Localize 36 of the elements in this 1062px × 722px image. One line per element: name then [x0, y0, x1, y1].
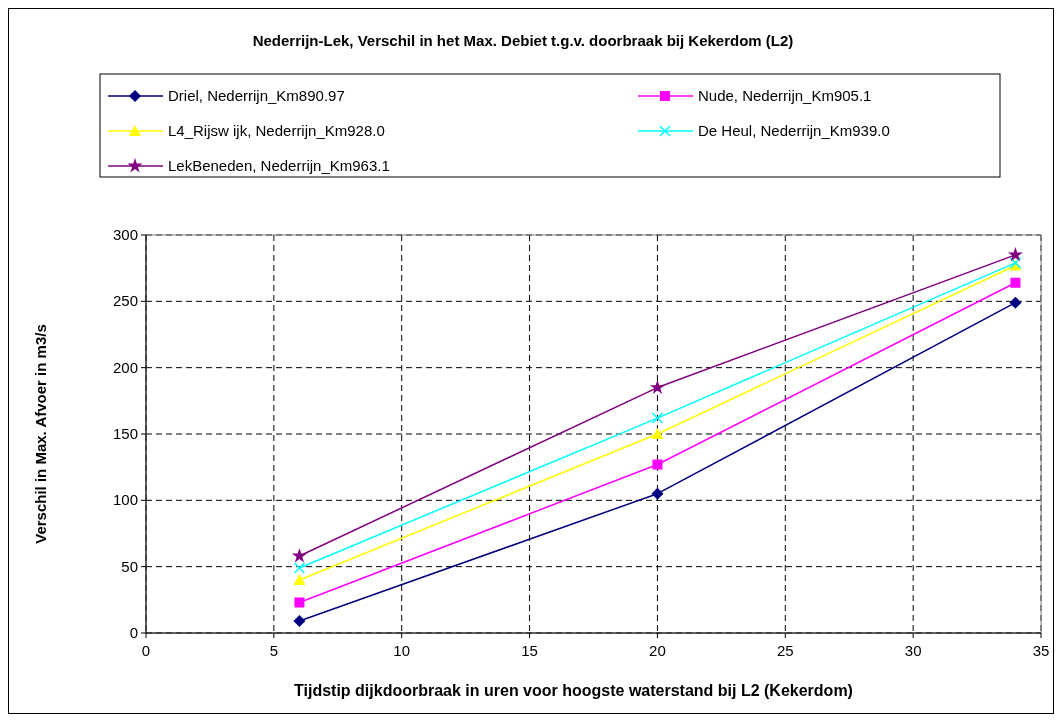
point — [652, 459, 663, 470]
y-axis-title: Verschil in Max. Afvoer in m3/s — [32, 324, 49, 544]
legend-label: LekBeneden, Nederrijn_Km963.1 — [168, 157, 390, 174]
point — [1009, 296, 1022, 309]
point — [293, 615, 306, 628]
x-tick-label: 15 — [521, 642, 538, 659]
x-axis-title: Tijdstip dijkdoorbraak in uren voor hoogste waterstand bij L2 (Kekerdom) — [294, 682, 853, 699]
point — [294, 597, 305, 608]
legend-label: Driel, Nederrijn_Km890.97 — [168, 87, 345, 104]
y-tick-label: 300 — [112, 226, 138, 243]
x-tick-label: 5 — [269, 642, 279, 659]
point — [651, 412, 664, 424]
x-tick-label: 25 — [776, 642, 794, 659]
point — [1010, 277, 1021, 288]
x-tick-label: 10 — [393, 642, 411, 659]
point — [293, 562, 306, 574]
point — [1007, 247, 1023, 262]
y-tick-label: 250 — [112, 292, 138, 310]
y-tick-label: 100 — [112, 491, 138, 509]
x-tick-label: 35 — [1032, 642, 1050, 659]
y-tick-label: 0 — [129, 624, 138, 641]
point — [651, 428, 664, 439]
point — [649, 379, 665, 394]
y-tick-label: 200 — [112, 358, 138, 376]
point — [291, 548, 307, 563]
legend-label: De Heul, Nederrijn_Km939.0 — [698, 122, 890, 139]
y-tick-label: 150 — [112, 425, 138, 442]
legend-label: L4_Rijsw ijk, Nederrijn_Km928.0 — [168, 122, 385, 139]
y-tick-label: 50 — [121, 557, 138, 575]
point — [651, 487, 664, 500]
chart-title: Nederrijn-Lek, Verschil in het Max. Debiet t.g.v. doorbraak bij Kekerdom (L2) — [252, 32, 794, 49]
x-tick-label: 0 — [141, 642, 151, 659]
x-tick-label: 20 — [649, 642, 666, 659]
x-tick-label: 30 — [904, 642, 922, 659]
point — [293, 573, 306, 585]
legend-label: Nude, Nederrijn_Km905.1 — [698, 87, 872, 104]
